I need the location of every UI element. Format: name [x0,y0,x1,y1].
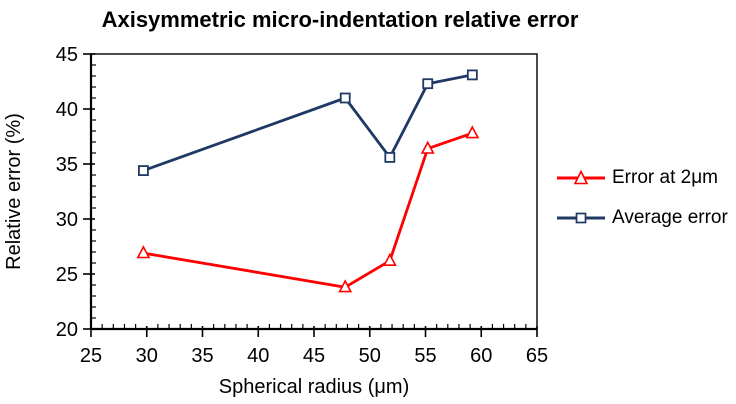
y-tick-label: 40 [56,99,78,121]
series-line-triangle [142,131,474,289]
marker-square [138,165,149,177]
x-tick-label: 25 [80,345,102,367]
y-tick-label: 20 [56,319,78,341]
legend-line-triangle-icon [557,169,605,185]
marker-square [422,78,434,90]
marker-triangle [465,125,480,139]
legend-item-average-error: Average error [556,207,728,229]
marker-triangle [136,245,151,259]
marker-triangle [420,140,435,154]
marker-triangle [382,252,397,267]
y-axis-label: Relative error (%) [3,113,25,270]
y-tick-label: 25 [56,264,78,286]
legend-line-square-icon [557,212,605,224]
x-tick-label: 65 [526,345,548,367]
legend: Error at 2μm Average error [556,167,728,229]
marker-triangle [338,279,353,293]
x-tick-label: 45 [303,345,325,367]
marker-square [384,151,396,163]
plot-frame [90,53,538,330]
marker-square [339,92,351,104]
x-tick-label: 50 [359,345,381,367]
marker-square [466,69,478,81]
legend-label-error-at-2um: Error at 2μm [612,167,718,188]
x-tick-label: 30 [136,345,158,367]
legend-item-error-at-2um: Error at 2μm [556,167,728,189]
chart-title: Axisymmetric micro-indentation relative … [101,7,579,32]
legend-label-average-error: Average error [612,207,728,228]
series-line-square [142,73,474,173]
x-axis-label: Spherical radius (μm) [219,376,409,398]
y-tick-label: 30 [56,209,78,231]
y-tick-label: 35 [56,154,78,176]
x-tick-label: 55 [414,345,436,367]
x-tick-label: 40 [247,345,269,367]
y-tick-label: 45 [56,44,78,66]
x-tick-label: 35 [191,345,213,367]
x-tick-label: 60 [470,345,492,367]
